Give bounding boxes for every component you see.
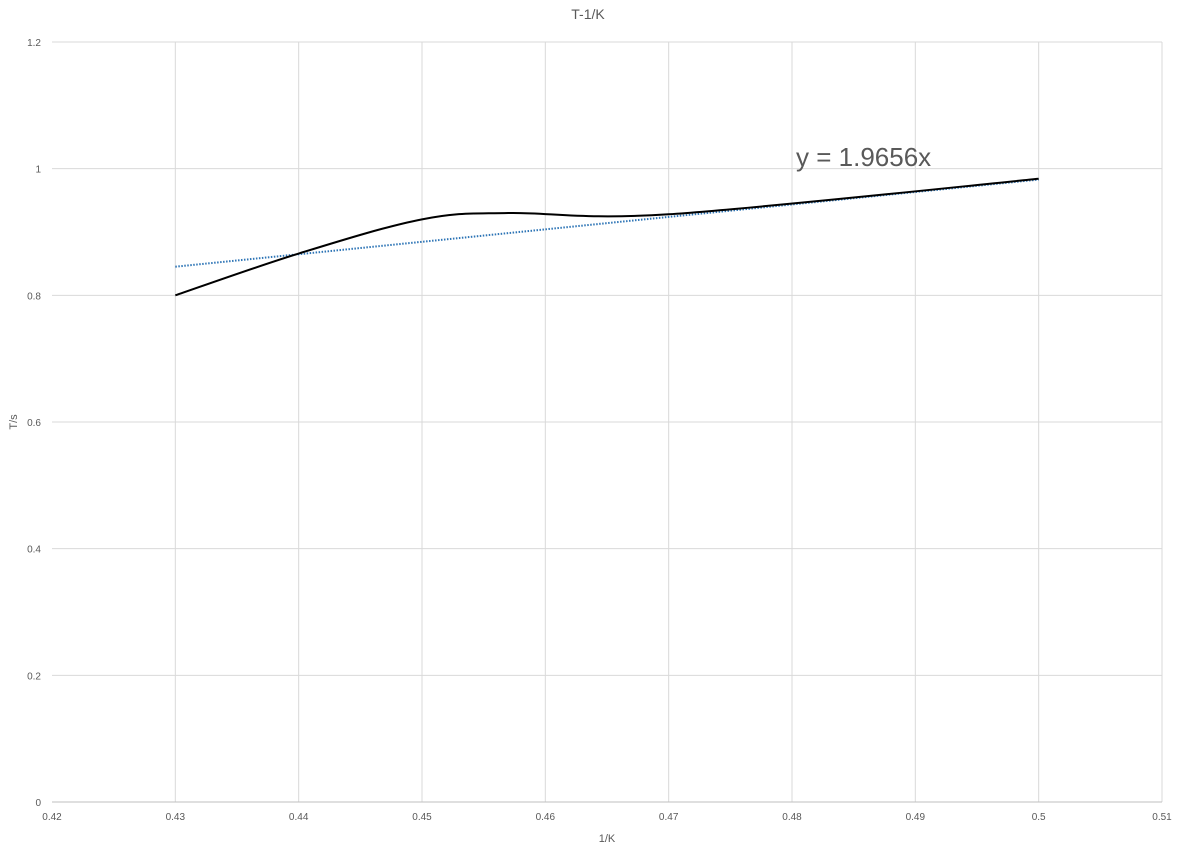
y-tick-label: 0.8 — [27, 291, 41, 302]
x-axis-title: 1/K — [599, 833, 616, 845]
gridlines — [52, 41, 1163, 802]
y-tick-label: 1.2 — [27, 38, 41, 49]
x-tick-label: 0.5 — [1032, 812, 1046, 823]
x-tick-label: 0.44 — [289, 812, 309, 823]
x-tick-label: 0.48 — [782, 812, 802, 823]
x-tick-label: 0.47 — [659, 812, 679, 823]
y-tick-label: 1 — [35, 165, 41, 176]
y-tick-label: 0 — [35, 798, 41, 809]
x-tick-label: 0.43 — [166, 812, 186, 823]
y-axis-title: T/s — [8, 414, 20, 430]
y-tick-labels: 0 0.2 0.4 0.6 0.8 1 1.2 — [27, 38, 41, 809]
x-tick-label: 0.49 — [906, 812, 926, 823]
y-tick-label: 0.6 — [27, 418, 41, 429]
x-tick-label: 0.42 — [42, 812, 62, 823]
x-tick-label: 0.51 — [1152, 812, 1172, 823]
chart-title: T-1/K — [571, 6, 605, 22]
y-tick-label: 0.4 — [27, 545, 41, 556]
x-tick-label: 0.45 — [412, 812, 432, 823]
x-tick-label: 0.46 — [536, 812, 556, 823]
trendline-equation: y = 1.9656x — [796, 142, 931, 172]
series-line — [175, 177, 1039, 297]
x-tick-labels: 0.42 0.43 0.44 0.45 0.46 0.47 0.48 0.49 0.5 0.51 — [42, 812, 1172, 823]
plot-area — [175, 177, 1039, 297]
y-tick-label: 0.2 — [27, 671, 41, 682]
